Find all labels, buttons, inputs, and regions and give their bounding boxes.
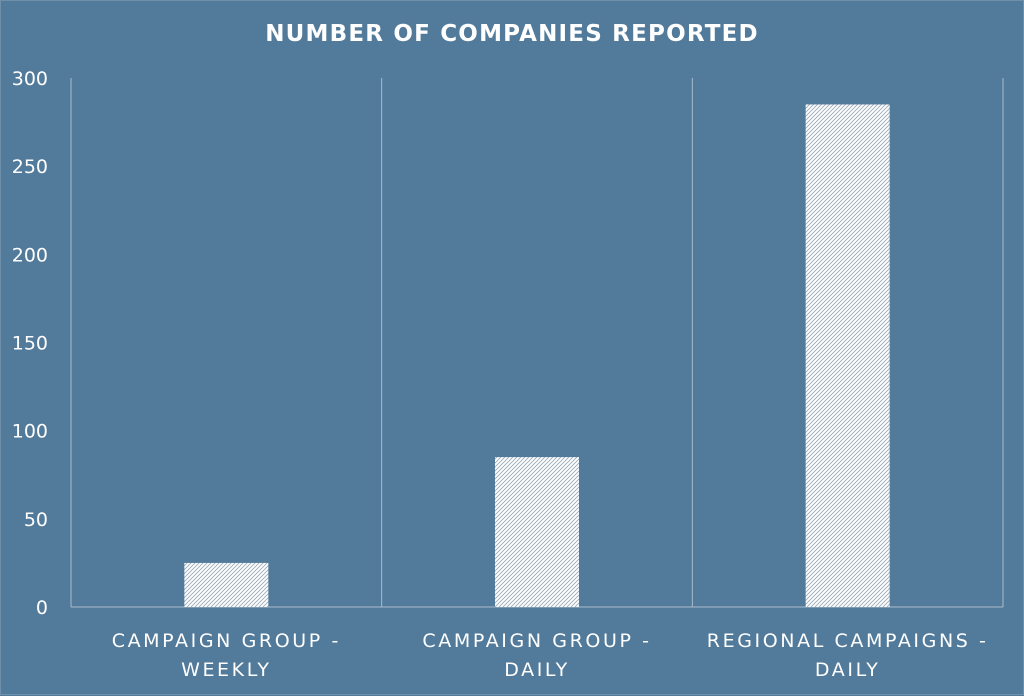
y-tick-label: 50 <box>24 509 48 531</box>
chart-title: NUMBER OF COMPANIES REPORTED <box>265 21 759 47</box>
bar-3 <box>805 104 890 607</box>
y-tick-label: 0 <box>36 597 48 619</box>
y-tick-label: 150 <box>12 333 48 355</box>
y-tick-label: 250 <box>12 156 48 178</box>
bar-2 <box>495 457 579 607</box>
y-tick-label: 300 <box>12 68 48 90</box>
category-label: REGIONAL CAMPAIGNS - <box>707 630 989 652</box>
category-label: WEEKLY <box>181 659 272 681</box>
category-label: CAMPAIGN GROUP - <box>112 630 341 652</box>
category-label: CAMPAIGN GROUP - <box>422 630 651 652</box>
y-tick-label: 200 <box>12 244 48 266</box>
category-label: DAILY <box>504 659 570 681</box>
y-tick-label: 100 <box>12 421 48 443</box>
bar-1 <box>184 562 269 607</box>
category-label: DAILY <box>815 659 881 681</box>
